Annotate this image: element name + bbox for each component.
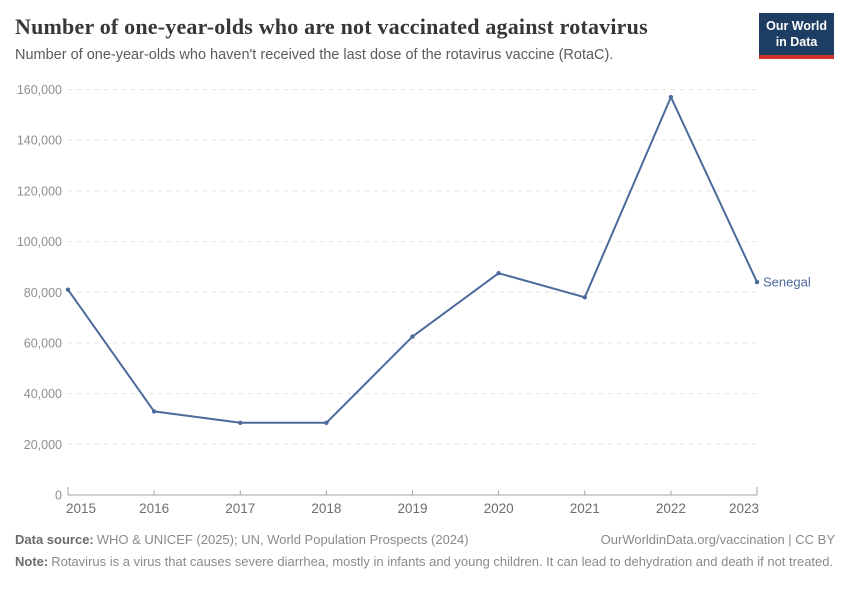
line-chart: 0 20,000 40,000 60,000 80,000 100,000 120,000 1… (0, 80, 850, 525)
series-line (67, 96, 758, 424)
data-point (238, 420, 243, 425)
x-tick-label: 2015 (66, 501, 96, 516)
footer-source-row: Data source: WHO & UNICEF (2025); UN, Wor… (15, 531, 835, 550)
data-point (410, 334, 415, 339)
data-source-value: WHO & UNICEF (2025); UN, World Populatio… (96, 532, 469, 547)
note-text: Rotavirus is a virus that causes severe … (51, 553, 834, 569)
data-point (65, 287, 71, 292)
data-source-label: Data source: (15, 532, 94, 547)
y-tick-label: 0 (55, 489, 62, 503)
data-point (668, 94, 674, 100)
x-tick-label: 2020 (484, 501, 514, 516)
x-tick-label: 2021 (570, 501, 600, 516)
y-tick-label: 60,000 (24, 336, 62, 350)
y-tick-label: 120,000 (17, 184, 62, 198)
x-tick-label: 2022 (656, 501, 686, 516)
data-source-text: Data source: WHO & UNICEF (2025); UN, Wor… (15, 531, 469, 550)
y-tick-label: 140,000 (17, 134, 62, 148)
x-tick-label: 2016 (139, 501, 169, 516)
data-point (754, 279, 760, 285)
owid-link[interactable]: OurWorldinData.org/vaccination | CC BY (600, 532, 835, 547)
chart-header: Number of one-year-olds who are not vacc… (0, 0, 850, 63)
y-tick-label: 160,000 (17, 83, 62, 97)
data-point (151, 409, 157, 414)
chart-subtitle: Number of one-year-olds who haven't rece… (15, 47, 614, 63)
x-tick-label: 2018 (311, 501, 341, 516)
note-label: Note: (15, 553, 49, 569)
owid-logo-line1: Our World (766, 19, 827, 33)
x-tick-label: 2023 (729, 501, 759, 516)
chart-footer: Data source: WHO & UNICEF (2025); UN, Wor… (15, 531, 835, 572)
owid-logo: Our World in Data (759, 13, 834, 59)
data-point (582, 295, 587, 300)
data-point (324, 420, 329, 425)
owid-logo-line2: in Data (775, 35, 818, 50)
x-tick-label: 2019 (397, 501, 427, 516)
y-tick-label: 20,000 (24, 438, 62, 452)
page-title: Number of one-year-olds who are not vacc… (15, 14, 648, 39)
series-label: Senegal (763, 275, 811, 290)
data-point (496, 271, 501, 276)
footer-note: Note: Rotavirus is a virus that causes se… (15, 553, 835, 572)
y-tick-label: 80,000 (24, 286, 62, 300)
x-tick-label: 2017 (225, 501, 255, 516)
y-tick-label: 100,000 (17, 235, 62, 249)
y-tick-label: 40,000 (24, 387, 62, 401)
